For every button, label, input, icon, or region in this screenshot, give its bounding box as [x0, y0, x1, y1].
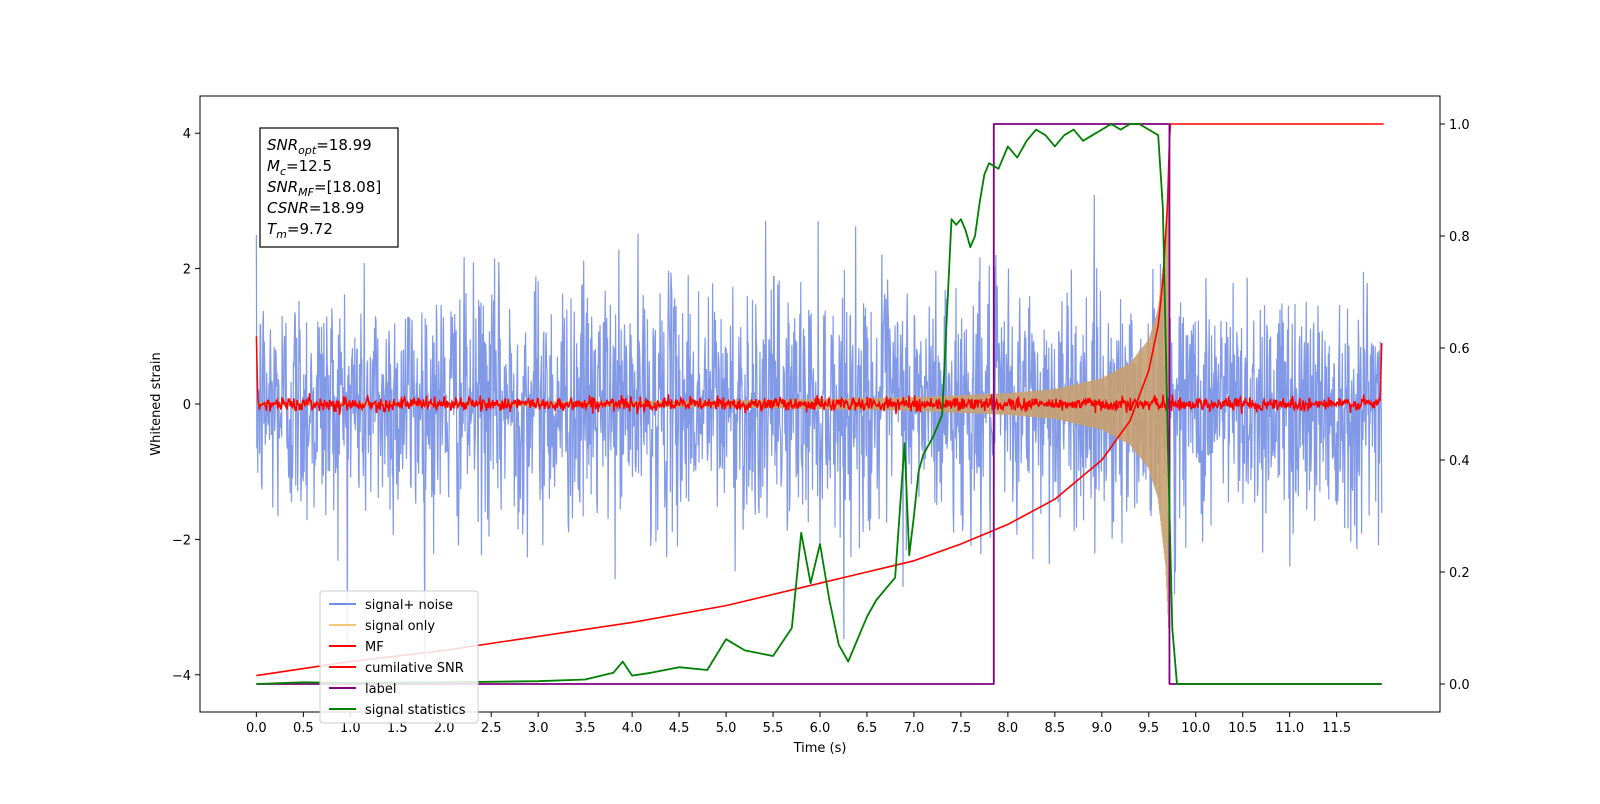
y-tick-label: 2: [183, 263, 191, 278]
legend-label: MF: [365, 640, 384, 655]
x-tick-label: 4.0: [622, 721, 643, 736]
y-axis-left: −4 −2 0 2 4: [172, 127, 200, 684]
y-axis-label: Whitened strain: [149, 352, 164, 455]
x-tick-label: 7.5: [951, 721, 972, 736]
info-box-line: CSNR=18.99: [267, 199, 364, 217]
info-box-line: SNRMF=[18.08]: [267, 178, 381, 199]
series-cumulative-snr: [256, 123, 1384, 677]
y-tick-label: 0: [183, 398, 191, 413]
x-tick-label: 9.5: [1138, 721, 1159, 736]
x-tick-label: 8.0: [998, 721, 1019, 736]
legend-frame: [319, 590, 479, 724]
x-tick-label: 5.0: [716, 721, 737, 736]
series-mf: [255, 336, 1383, 416]
info-box-line: Mc=12.5: [267, 157, 332, 178]
x-tick-label: 3.0: [528, 721, 549, 736]
info-box-line: Tm=9.72: [267, 220, 333, 241]
y2-tick-label: 1.0: [1449, 118, 1470, 133]
legend: signal+ noise signal only MF cumilative SNR…: [319, 590, 479, 724]
x-tick-label: 6.0: [810, 721, 831, 736]
x-tick-label: 8.5: [1045, 721, 1066, 736]
legend-label: label: [365, 682, 396, 697]
x-tick-label: 0.5: [293, 721, 314, 736]
x-tick-label: 2.0: [434, 721, 455, 736]
y-tick-label: −2: [172, 533, 191, 548]
y-axis-right: 0.0 0.2 0.4 0.6 0.8 1.0: [1440, 118, 1470, 693]
x-tick-label: 7.0: [904, 721, 925, 736]
legend-label: signal only: [365, 619, 435, 634]
series-signal-statistics: [256, 123, 1382, 685]
x-tick-label: 3.5: [575, 721, 596, 736]
y2-tick-label: 0.2: [1449, 566, 1470, 581]
legend-label: cumilative SNR: [365, 661, 464, 676]
x-tick-label: 10.0: [1181, 721, 1210, 736]
x-tick-label: 2.5: [481, 721, 502, 736]
y2-tick-label: 0.0: [1449, 678, 1470, 693]
series-signal-only: [255, 160, 1170, 642]
y-tick-label: −4: [172, 669, 191, 684]
y2-tick-label: 0.6: [1449, 342, 1470, 357]
y2-tick-label: 0.8: [1449, 230, 1470, 245]
x-tick-label: 1.0: [340, 721, 361, 736]
series-layer: [255, 123, 1384, 685]
x-axis: 0.0 0.5 1.0 1.5 2.0 2.5 3.0 3.5 4.0 4.5 5.0 5.5 6.0 6…: [246, 712, 1351, 736]
x-tick-label: 11.0: [1275, 721, 1304, 736]
y-tick-label: 4: [183, 127, 191, 142]
legend-label: signal+ noise: [365, 598, 453, 613]
x-tick-label: 4.5: [669, 721, 690, 736]
y2-tick-label: 0.4: [1449, 454, 1470, 469]
info-box: SNRopt=18.99Mc=12.5SNRMF=[18.08]CSNR=18.…: [259, 127, 399, 248]
x-tick-label: 9.0: [1091, 721, 1112, 736]
x-tick-label: 0.0: [246, 721, 267, 736]
x-tick-label: 5.5: [763, 721, 784, 736]
info-box-frame: [259, 127, 399, 248]
x-tick-label: 1.5: [387, 721, 408, 736]
series-signal-noise: [255, 195, 1383, 660]
x-tick-label: 6.5: [857, 721, 878, 736]
x-tick-label: 11.5: [1322, 721, 1351, 736]
info-box-line: SNRopt=18.99: [267, 136, 372, 157]
legend-label: signal statistics: [365, 703, 466, 718]
x-axis-label: Time (s): [793, 741, 847, 756]
x-tick-label: 10.5: [1228, 721, 1257, 736]
